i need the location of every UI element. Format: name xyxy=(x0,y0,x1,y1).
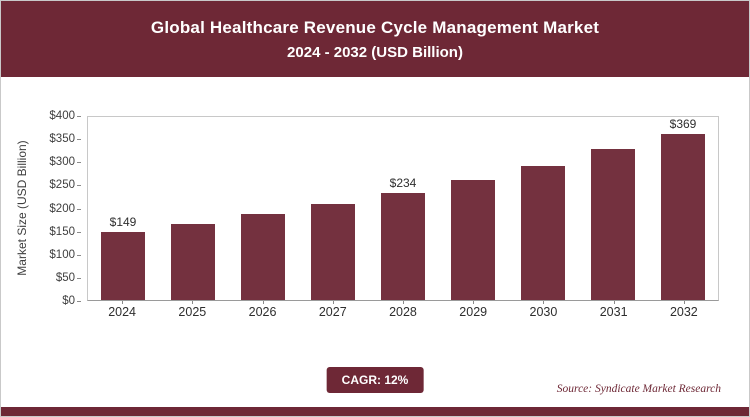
x-tick-label: 2028 xyxy=(381,301,425,319)
bar xyxy=(241,214,285,300)
y-tick-label: $100 xyxy=(49,248,81,261)
y-tick-label: $250 xyxy=(49,179,81,192)
bar xyxy=(311,204,355,300)
bar-value-label: $369 xyxy=(669,117,697,131)
plot-area: $149 $234 $369 xyxy=(87,116,719,301)
bar-2027 xyxy=(311,117,355,300)
bar xyxy=(101,231,145,300)
y-tick-label: $300 xyxy=(49,156,81,169)
cagr-badge: CAGR: 12% xyxy=(326,367,424,393)
x-tick-label: 2031 xyxy=(592,301,636,319)
x-tick-label: 2024 xyxy=(100,301,144,319)
x-tick-label: 2030 xyxy=(521,301,565,319)
bar-value-label: $234 xyxy=(389,175,417,190)
x-tick-label: 2032 xyxy=(662,301,706,319)
y-tick-label: $150 xyxy=(49,225,81,238)
bar-2030 xyxy=(521,117,565,300)
y-tick-label: $0 xyxy=(62,295,81,307)
chart-title: Global Healthcare Revenue Cycle Manageme… xyxy=(150,17,600,37)
x-tick-label: 2026 xyxy=(241,301,285,319)
y-axis-label: Market Size (USD Billion) xyxy=(15,140,29,276)
bar-2026 xyxy=(241,117,285,300)
y-axis-ticks: $0 $50 $100 $150 $200 $250 $300 $350 $400 xyxy=(37,110,82,307)
bar xyxy=(521,165,565,300)
bar xyxy=(451,180,495,300)
bar-2029 xyxy=(451,117,495,300)
bar-value-label: $149 xyxy=(109,214,137,229)
y-tick-label: $50 xyxy=(55,271,82,284)
x-tick-label: 2029 xyxy=(451,301,495,319)
y-tick-label: $350 xyxy=(49,133,81,146)
bar xyxy=(661,134,705,300)
y-tick-label: $400 xyxy=(49,110,81,122)
bar xyxy=(591,149,635,300)
x-tick-label: 2027 xyxy=(311,301,355,319)
bottom-strip xyxy=(1,407,749,416)
bar-2025 xyxy=(171,117,215,300)
y-tick-label: $200 xyxy=(49,202,81,215)
chart-header: Global Healthcare Revenue Cycle Manageme… xyxy=(1,1,749,77)
bar-2031 xyxy=(591,117,635,300)
x-tick-label: 2025 xyxy=(170,301,214,319)
source-text: Source: Syndicate Market Research xyxy=(556,383,721,395)
x-axis-ticks: 2024 2025 2026 2027 2028 2029 2030 2031 2032 xyxy=(87,301,719,319)
bar xyxy=(171,223,215,300)
bar-2032: $369 xyxy=(661,117,705,300)
bar-2028: $234 xyxy=(381,117,425,300)
chart-subtitle: 2024 - 2032 (USD Billion) xyxy=(287,43,463,61)
bar-2024: $149 xyxy=(101,117,145,300)
bar xyxy=(381,192,425,300)
